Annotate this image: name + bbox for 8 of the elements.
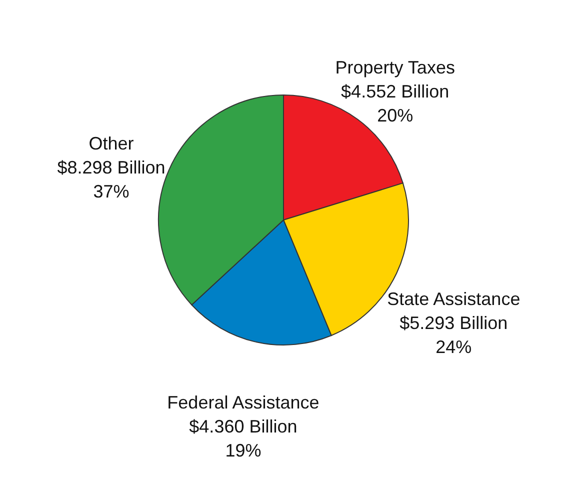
data-label: $8.298 Billion 37% — [57, 158, 166, 202]
slice-label: Property Taxes — [335, 58, 455, 78]
slice-label: Other — [88, 134, 134, 154]
data-label: $4.360 Billion 19% — [189, 416, 298, 461]
data-label: $4.552 Billion 20% — [341, 82, 450, 126]
slice-label: Federal Assistance — [167, 392, 320, 413]
slice-label: State Assistance — [387, 288, 520, 309]
data-label: $5.293 Billion 24% — [400, 312, 508, 357]
